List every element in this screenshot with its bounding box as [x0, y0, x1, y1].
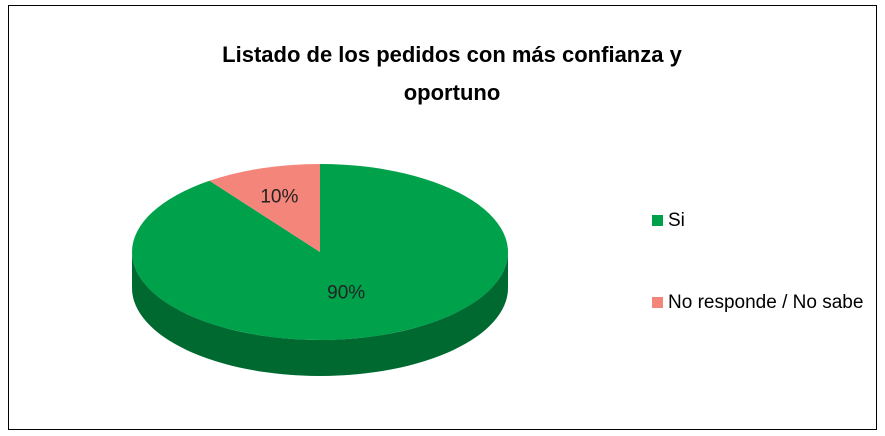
- data-label: 10%: [260, 186, 298, 207]
- chart-title: Listado de los pedidos con más confianza…: [222, 42, 682, 105]
- legend-label: No responde / No sabe: [668, 292, 864, 313]
- pie-slice: [131, 164, 508, 340]
- legend-swatch: [652, 215, 663, 226]
- legend-label: Si: [668, 210, 685, 231]
- data-label: 90%: [327, 283, 365, 304]
- pie-side: [132, 252, 508, 376]
- pie-side-shade: [132, 252, 508, 376]
- pie-slice: [209, 164, 320, 252]
- legend-swatch: [652, 297, 663, 308]
